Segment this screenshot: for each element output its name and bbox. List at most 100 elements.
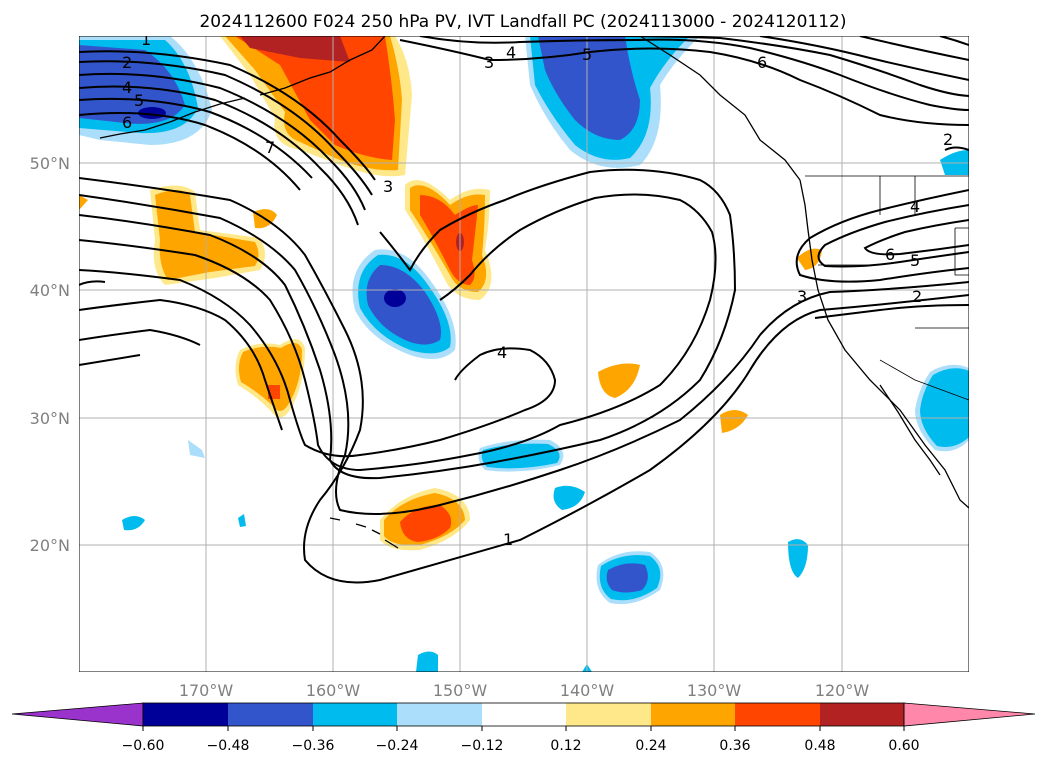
contour-label: 5 xyxy=(134,91,144,110)
contour-label: 2 xyxy=(943,130,953,149)
colorbar-tick-label: 0.60 xyxy=(888,738,919,754)
contour-line xyxy=(399,39,969,126)
contour-label: 3 xyxy=(383,177,393,196)
contour-line xyxy=(79,60,373,196)
contour-line xyxy=(79,328,201,346)
colorbar-tick-label: −0.60 xyxy=(122,738,165,754)
contour-label: 6 xyxy=(885,245,895,264)
coastlines xyxy=(99,36,969,549)
contour-label: 4 xyxy=(506,43,516,62)
colorbar-tick-label: −0.48 xyxy=(207,738,250,754)
colorbar-bin xyxy=(143,703,228,726)
contour-line xyxy=(480,36,969,97)
map-plot-area: 1 2 3 4 5 6 7 2 3 4 5 6 1 2 3 4 5 6 4 xyxy=(79,30,969,672)
contour-label: 7 xyxy=(265,138,275,157)
contour-line xyxy=(79,194,969,515)
contour-line xyxy=(814,304,969,319)
pv-negative-area xyxy=(238,514,246,527)
contour-label: 6 xyxy=(122,113,132,132)
colorbar: −0.60 −0.48 −0.36 −0.24 −0.12 0.12 0.24 … xyxy=(11,702,1036,754)
pv-positive-area xyxy=(79,195,88,210)
pv-negative-area xyxy=(553,485,585,510)
contour-line xyxy=(759,36,969,81)
latitude-tick-labels: 20°N 30°N 40°N 50°N xyxy=(30,154,70,555)
lon-tick-label: 130°W xyxy=(687,681,742,700)
contour-label: 4 xyxy=(497,343,507,362)
contour-line xyxy=(944,146,969,151)
contour-label: 4 xyxy=(122,78,132,97)
pv-negative-area xyxy=(416,651,438,672)
colorbar-bin xyxy=(313,703,397,726)
lon-tick-label: 120°W xyxy=(815,681,870,700)
colorbar-tick-label: 0.36 xyxy=(719,738,750,754)
pv-positive-area xyxy=(400,505,452,542)
pv-negative-area xyxy=(920,368,969,447)
contour-label: 3 xyxy=(484,53,494,72)
contour-line xyxy=(859,36,969,61)
figure-title: 2024112600 F024 250 hPa PV, IVT Landfall… xyxy=(199,12,846,32)
lon-tick-label: 140°W xyxy=(560,681,615,700)
contour-label: 1 xyxy=(141,30,151,49)
pv-shading xyxy=(79,36,969,672)
borders xyxy=(805,175,969,401)
contour-label: 5 xyxy=(910,251,920,270)
contour-label: 4 xyxy=(910,197,920,216)
baja-peninsula xyxy=(879,384,941,476)
contour-label: 5 xyxy=(582,45,592,64)
contour-label: 2 xyxy=(122,53,132,72)
colorbar-tick-label: −0.12 xyxy=(461,738,504,754)
longitude-tick-labels: 170°W 160°W 150°W 140°W 130°W 120°W xyxy=(179,681,870,700)
contour-line xyxy=(817,204,969,268)
contour-line xyxy=(79,112,301,191)
contour-line xyxy=(419,36,969,111)
lat-tick-label: 30°N xyxy=(30,409,70,428)
contour-line xyxy=(79,97,313,179)
alaska-coastline xyxy=(259,36,386,96)
lon-tick-label: 150°W xyxy=(433,681,488,700)
pv-negative-area xyxy=(538,36,640,140)
lat-tick-label: 40°N xyxy=(30,281,70,300)
contour-label: 3 xyxy=(797,287,807,306)
state-border xyxy=(818,176,969,401)
colorbar-tick-label: 0.24 xyxy=(635,738,666,754)
colorbar-tick-label: 0.12 xyxy=(550,738,581,754)
colorbar-extend-min xyxy=(11,702,144,727)
colorbar-tick-label: 0.48 xyxy=(804,738,835,754)
aleutian-islands xyxy=(99,97,246,139)
colorbar-bin xyxy=(482,703,566,726)
pv-negative-area xyxy=(366,265,441,345)
west-coast xyxy=(799,179,969,509)
contour-label: 2 xyxy=(912,287,922,306)
contour-line xyxy=(79,72,366,211)
pv-negative-area xyxy=(788,539,808,578)
contour-line xyxy=(863,219,969,256)
contour-line xyxy=(795,189,969,283)
contour-line xyxy=(79,280,106,286)
contour-line xyxy=(939,36,969,46)
colorbar-bin xyxy=(735,703,820,726)
map-background xyxy=(79,36,969,672)
colorbar-outline xyxy=(142,702,905,727)
pv-positive-area xyxy=(797,248,822,270)
pv-negative-area xyxy=(188,440,205,458)
colorbar-bin xyxy=(651,703,735,726)
contour-line xyxy=(79,168,737,480)
contour-line xyxy=(79,193,717,472)
contour-line xyxy=(79,354,141,366)
hawaii-islands xyxy=(329,517,399,549)
contour-label: 1 xyxy=(503,530,513,549)
map-gridlines xyxy=(79,36,969,672)
alaska-southeast-coast xyxy=(639,36,801,181)
colorbar-tick-label: −0.36 xyxy=(292,738,335,754)
contour-line xyxy=(79,50,376,181)
colorbar-ticks xyxy=(142,726,905,731)
lon-tick-label: 160°W xyxy=(306,681,361,700)
contour-line xyxy=(79,177,969,584)
contour-line xyxy=(79,298,283,431)
contour-label: 6 xyxy=(757,53,767,72)
colorbar-tick-label: −0.24 xyxy=(376,738,419,754)
pv-positive-area xyxy=(238,342,302,411)
colorbar-extend-max xyxy=(903,702,1036,727)
pv-negative-core xyxy=(384,289,406,307)
